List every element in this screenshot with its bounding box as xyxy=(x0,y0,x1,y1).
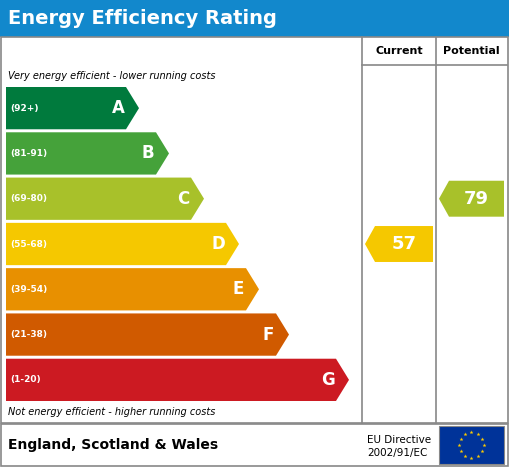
Text: C: C xyxy=(177,190,189,208)
Polygon shape xyxy=(365,226,433,262)
Text: Not energy efficient - higher running costs: Not energy efficient - higher running co… xyxy=(8,407,215,417)
Text: EU Directive: EU Directive xyxy=(367,435,431,445)
Polygon shape xyxy=(439,181,504,217)
Text: 57: 57 xyxy=(391,235,416,253)
Polygon shape xyxy=(6,223,239,265)
Text: (69-80): (69-80) xyxy=(10,194,47,203)
Polygon shape xyxy=(6,87,139,129)
Text: Current: Current xyxy=(375,46,423,56)
Text: Potential: Potential xyxy=(443,46,500,56)
Text: England, Scotland & Wales: England, Scotland & Wales xyxy=(8,438,218,452)
Text: Very energy efficient - lower running costs: Very energy efficient - lower running co… xyxy=(8,71,215,81)
Text: (92+): (92+) xyxy=(10,104,39,113)
Polygon shape xyxy=(6,313,289,356)
Bar xyxy=(1,424,508,466)
Text: (55-68): (55-68) xyxy=(10,240,47,248)
Bar xyxy=(439,426,504,464)
Polygon shape xyxy=(6,268,259,311)
Bar xyxy=(1,37,508,423)
Bar xyxy=(0,0,509,37)
Polygon shape xyxy=(6,132,169,175)
Text: 2002/91/EC: 2002/91/EC xyxy=(367,448,428,458)
Text: E: E xyxy=(232,280,244,298)
Polygon shape xyxy=(6,177,204,220)
Text: A: A xyxy=(111,99,124,117)
Text: (39-54): (39-54) xyxy=(10,285,47,294)
Text: Energy Efficiency Rating: Energy Efficiency Rating xyxy=(8,9,277,28)
Text: D: D xyxy=(211,235,225,253)
Text: (1-20): (1-20) xyxy=(10,375,41,384)
Text: (21-38): (21-38) xyxy=(10,330,47,339)
Text: B: B xyxy=(142,144,154,163)
Text: 79: 79 xyxy=(464,190,489,208)
Polygon shape xyxy=(6,359,349,401)
Text: (81-91): (81-91) xyxy=(10,149,47,158)
Text: F: F xyxy=(262,325,274,344)
Text: G: G xyxy=(321,371,335,389)
